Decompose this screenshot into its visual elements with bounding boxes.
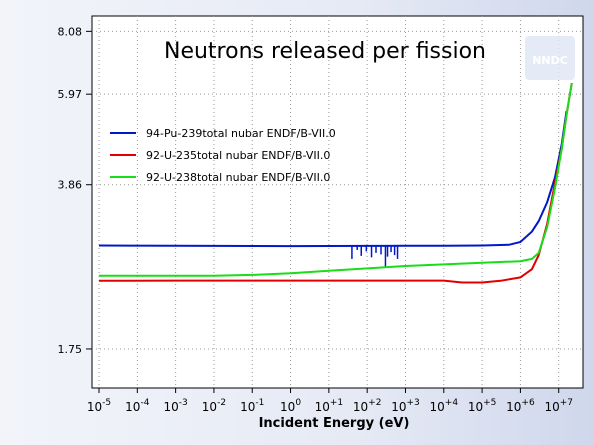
y-tick-label: 3.86 [58,179,83,192]
nndc-logo-icon: NNDC [525,36,575,80]
y-axis: 1.75 3.86 5.97 8.08 [58,25,92,356]
plot-area [91,15,584,389]
x-tick-label: 10-2 [202,398,226,414]
y-tick-label: 5.97 [58,88,83,101]
x-tick-label: 10+5 [468,398,497,414]
x-tick-label: 10+3 [391,398,420,414]
x-tick-label: 10+2 [353,398,382,414]
series-line-3 [99,82,573,277]
legend: 94-Pu-239total nubar ENDF/B-VII.0 92-U-23… [110,127,336,184]
watermark-text: NNDC [532,54,568,67]
chart-title: Neutrons released per fission [164,39,486,64]
legend-label: 92-U-238total nubar ENDF/B-VII.0 [146,171,330,184]
x-tick-label: 10+1 [315,398,344,414]
x-tick-label: 10+7 [544,398,573,414]
series-group [98,82,573,284]
x-axis: 10-5 10-4 10-3 10-2 10-1 100 10+1 10+2 10+3 10+4 1… [87,388,573,414]
x-tick-label: 10-5 [87,398,111,414]
x-tick-label: 10+6 [506,398,535,414]
series-line-1 [98,111,568,248]
legend-label: 94-Pu-239total nubar ENDF/B-VII.0 [146,127,336,140]
x-tick-label: 10-4 [125,398,150,414]
x-tick-label: 10-3 [163,398,187,414]
x-tick-label: 10+4 [430,398,459,414]
x-axis-title: Incident Energy (eV) [259,416,410,431]
x-tick-label: 100 [280,398,301,414]
x-tick-label: 10-1 [240,398,264,414]
y-tick-label: 8.08 [58,25,83,38]
legend-label: 92-U-235total nubar ENDF/B-VII.0 [146,149,330,162]
y-tick-label: 1.75 [58,343,83,356]
